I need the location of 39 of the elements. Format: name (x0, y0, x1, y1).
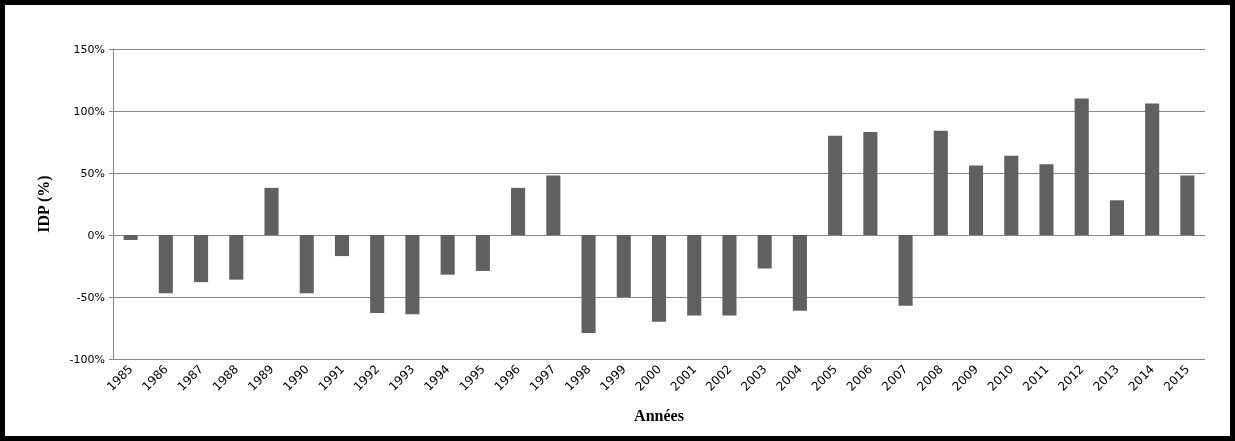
bar (194, 235, 209, 283)
bar (722, 235, 737, 316)
bar (757, 235, 772, 269)
bar (475, 235, 490, 271)
y-axis-title: IDP (%) (34, 175, 53, 233)
y-tick-label: 0% (87, 228, 105, 242)
bar (828, 135, 843, 235)
x-axis-title: Années (634, 406, 684, 424)
y-tick-label: -100% (69, 352, 105, 366)
bar (1039, 164, 1054, 235)
bar (123, 235, 138, 240)
bar (933, 130, 948, 235)
bar (1145, 103, 1160, 235)
bar (968, 165, 984, 235)
bar (546, 175, 561, 235)
bar (334, 235, 350, 257)
bar (616, 235, 631, 297)
bar (687, 235, 702, 316)
bar (158, 235, 173, 294)
bar (229, 235, 244, 280)
y-tick-label: -50% (76, 290, 105, 304)
y-tick-label: 100% (73, 104, 105, 118)
bar (299, 235, 314, 294)
bar (1074, 98, 1089, 235)
bar (581, 235, 596, 333)
bar (370, 235, 385, 314)
bar (511, 187, 526, 235)
bar (1004, 155, 1019, 235)
bar (405, 235, 420, 315)
bar (440, 235, 455, 275)
bar (1180, 175, 1195, 235)
y-tick-label: 50% (80, 166, 105, 180)
y-tick-label: 150% (73, 42, 105, 56)
bar (863, 132, 878, 235)
bar (792, 235, 807, 311)
bar (1109, 200, 1124, 235)
bar (264, 187, 279, 235)
bar (651, 235, 667, 322)
bar (898, 235, 913, 306)
